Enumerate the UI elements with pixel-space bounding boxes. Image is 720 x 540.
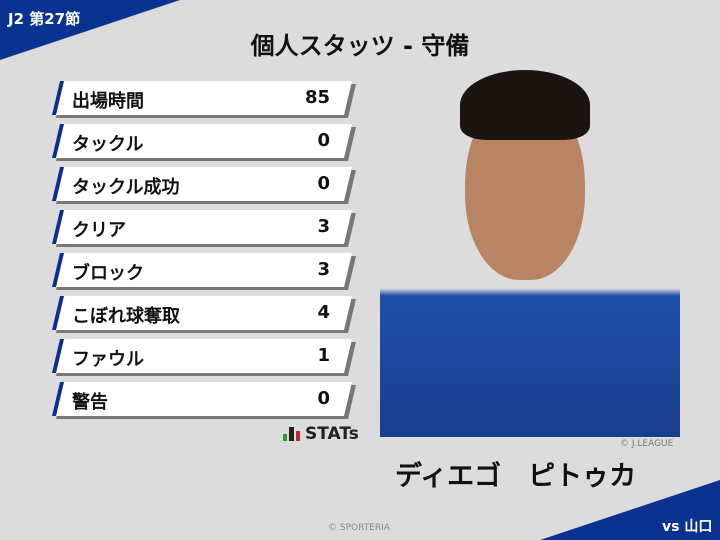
stats-logo: STATs — [283, 424, 359, 444]
stat-label: 警告 — [72, 392, 108, 413]
stat-label: こぼれ球奪取 — [72, 306, 180, 327]
stats-logo-icon — [283, 427, 300, 441]
stat-value: 85 — [304, 87, 330, 108]
stat-row: タックル 0 — [52, 124, 352, 158]
stat-value: 3 — [317, 259, 330, 280]
stat-row: タックル成功 0 — [52, 167, 352, 201]
stat-label: タックル — [72, 134, 144, 155]
player-name: ディエゴ ピトゥカ — [395, 461, 637, 492]
stat-label: ファウル — [72, 349, 144, 370]
stat-row: クリア 3 — [52, 210, 352, 244]
stat-row: 出場時間 85 — [52, 81, 352, 115]
stat-label: タックル成功 — [72, 177, 180, 198]
player-photo — [380, 65, 680, 437]
stat-value: 1 — [317, 345, 330, 366]
stat-row: 警告 0 — [52, 382, 352, 416]
stat-value: 4 — [317, 302, 330, 323]
stat-label: ブロック — [72, 263, 144, 284]
stat-value: 0 — [317, 388, 330, 409]
opponent-label: vs 山口 — [662, 519, 713, 535]
page-title: 個人スタッツ - 守備 — [250, 32, 470, 60]
round-label: J2 第27節 — [8, 10, 81, 28]
stat-row: ブロック 3 — [52, 253, 352, 287]
stat-row: こぼれ球奪取 4 — [52, 296, 352, 330]
photo-credit: © J.LEAGUE — [620, 439, 674, 449]
stat-label: クリア — [72, 220, 126, 241]
stat-value: 0 — [317, 173, 330, 194]
stats-logo-text: STATs — [305, 424, 359, 444]
footer-credit: © SPORTERIA — [328, 523, 390, 533]
stat-label: 出場時間 — [72, 91, 144, 112]
stat-value: 0 — [317, 130, 330, 151]
stat-value: 3 — [317, 216, 330, 237]
stat-row: ファウル 1 — [52, 339, 352, 373]
